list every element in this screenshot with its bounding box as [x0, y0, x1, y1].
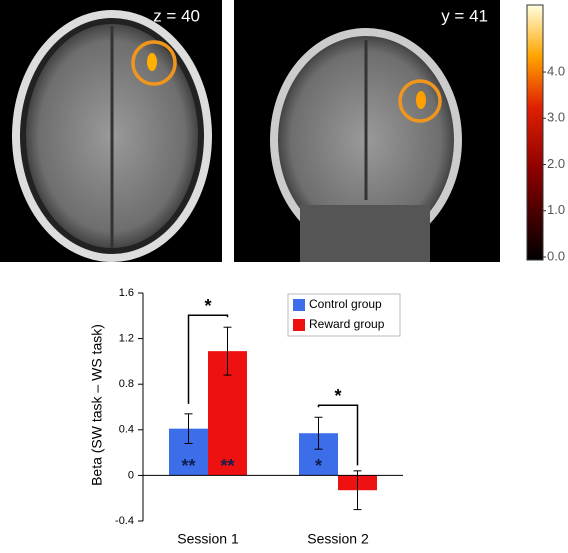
significance-bracket	[317, 404, 359, 466]
legend-swatch	[293, 299, 305, 311]
slice-label: z = 40	[153, 6, 200, 25]
axial-image: z = 40	[0, 0, 222, 262]
legend-label: Reward group	[309, 317, 385, 331]
colorbar-tick-label: 1.0	[547, 202, 565, 217]
significance-star: *	[334, 386, 341, 406]
y-tick-label: 1.2	[119, 333, 134, 345]
y-tick-label: -0.4	[115, 515, 134, 527]
y-tick-label: 0	[128, 469, 134, 481]
significance-star: *	[204, 296, 211, 316]
slice-label: y = 41	[441, 6, 488, 25]
colorbar	[526, 4, 544, 261]
legend-swatch	[293, 319, 305, 331]
x-tick-label: Session 1	[177, 531, 239, 547]
significance-mark: *	[315, 456, 322, 476]
colorbar-tick-label: 3.0	[547, 110, 565, 125]
colorbar-tick-label: 4.0	[547, 63, 565, 78]
coronal-image: y = 41	[234, 0, 500, 262]
colorbar-tick-label: 0.0	[547, 248, 565, 263]
y-tick-label: 1.6	[119, 287, 134, 299]
y-tick-label: 0.4	[119, 424, 134, 436]
colorbar-tick-label: 2.0	[547, 156, 565, 171]
x-tick-label: Session 2	[307, 531, 369, 547]
legend-label: Control group	[309, 297, 382, 311]
significance-mark: **	[181, 456, 195, 476]
significance-mark: **	[220, 456, 234, 476]
y-tick-label: 0.8	[119, 378, 134, 390]
legend-box	[287, 293, 401, 337]
y-axis-title: Beta (SW task – WS task)	[89, 324, 105, 486]
significance-bracket	[187, 314, 229, 404]
